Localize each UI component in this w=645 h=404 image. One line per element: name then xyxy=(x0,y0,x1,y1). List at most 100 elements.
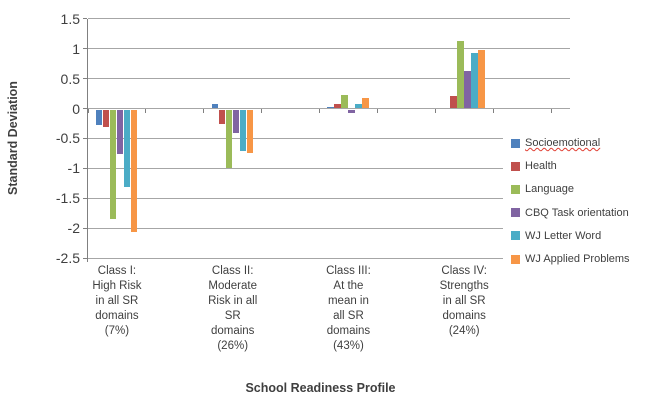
category-label: Class III: At the mean in all SR domains (43%… xyxy=(303,264,393,354)
bottom-axis-tick xyxy=(87,258,88,263)
bar-cbq-task-orientation-cat4 xyxy=(464,70,471,109)
bar-health-cat1 xyxy=(102,109,110,127)
category-label-line: Class IV: xyxy=(441,265,487,277)
gridline xyxy=(88,108,570,109)
bar-wj-letter-word-cat2 xyxy=(239,109,247,152)
category-label-line: High Risk xyxy=(92,280,142,292)
bar-health-cat2 xyxy=(218,109,226,125)
category-label: Class II: Moderate Risk in all SR domains (26… xyxy=(188,264,278,354)
bar-language-cat2 xyxy=(225,109,233,169)
legend-swatch-icon xyxy=(511,208,520,218)
category-label-line: in all SR xyxy=(442,295,486,307)
category-label: Class I: High Risk in all SR domains (7%) xyxy=(72,264,162,339)
bar-wj-letter-word-cat1 xyxy=(123,109,131,187)
legend: Socioemotional Health Language CBQ Task ori… xyxy=(503,130,645,272)
bar-health-cat4 xyxy=(450,95,457,109)
gridline xyxy=(88,48,570,50)
legend-label: WJ Applied Problems xyxy=(525,253,630,265)
y-tick xyxy=(83,137,87,139)
category-label-line: Moderate xyxy=(208,280,257,292)
y-axis-title: Standard Deviation xyxy=(6,81,20,195)
bar-wj-applied-problems-cat2 xyxy=(246,109,254,154)
bar-health-cat3 xyxy=(334,104,341,109)
category-label-line: domains xyxy=(210,325,255,337)
category-axis-tick xyxy=(145,108,147,113)
y-tick xyxy=(83,227,87,229)
legend-label: CBQ Task orientation xyxy=(525,206,629,219)
legend-item: Health xyxy=(511,160,557,172)
category-axis-tick xyxy=(203,108,205,113)
gridline xyxy=(88,78,570,80)
bar-wj-letter-word-cat3 xyxy=(355,104,362,109)
bar-cbq-task-orientation-cat3 xyxy=(348,109,355,114)
category-label-line: Class III: xyxy=(326,265,371,277)
bar-language-cat3 xyxy=(341,95,348,109)
y-tick-label: 0 xyxy=(72,100,80,117)
category-axis-tick xyxy=(319,108,320,113)
category-label-line: Class II: xyxy=(211,265,254,277)
y-tick-label: -1 xyxy=(67,160,80,177)
legend-item: WJ Letter Word xyxy=(511,230,601,242)
category-label-line: (43%) xyxy=(333,340,364,352)
y-tick-label: -1.5 xyxy=(55,190,80,207)
category-label-line: (24%) xyxy=(448,325,480,337)
bar-socioemotional-cat1 xyxy=(95,109,103,126)
bar-wj-letter-word-cat4 xyxy=(471,52,478,109)
bar-language-cat1 xyxy=(109,109,117,219)
y-tick-label: -2 xyxy=(67,220,80,237)
y-tick-label: -2.5 xyxy=(55,250,80,267)
y-tick xyxy=(83,108,87,109)
legend-swatch-icon xyxy=(511,184,520,194)
y-tick xyxy=(83,48,87,50)
category-axis-tick xyxy=(434,108,436,113)
y-tick xyxy=(83,197,87,199)
category-label-line: all SR xyxy=(333,310,364,322)
category-label-line: Strengths xyxy=(439,280,489,292)
legend-label: Language xyxy=(525,183,574,196)
category-label-line: domains xyxy=(95,310,139,322)
bar-wj-applied-problems-cat4 xyxy=(478,50,485,109)
category-label-line: (7%) xyxy=(104,325,130,337)
y-tick-label: 1 xyxy=(72,40,80,57)
legend-label: Socioemotional xyxy=(525,137,601,149)
legend-swatch-icon xyxy=(511,138,520,148)
legend-item: WJ Applied Problems xyxy=(511,253,630,265)
legend-item: Language xyxy=(511,183,574,195)
bar-cbq-task-orientation-cat1 xyxy=(116,109,124,154)
legend-swatch-icon xyxy=(511,254,520,264)
gridline xyxy=(88,257,570,259)
bar-cbq-task-orientation-cat2 xyxy=(232,109,240,134)
legend-swatch-icon xyxy=(511,161,520,171)
y-tick xyxy=(83,257,87,259)
gridline xyxy=(88,197,570,199)
y-tick xyxy=(83,167,87,169)
bar-wj-applied-problems-cat1 xyxy=(130,109,138,232)
y-tick-label: 1.5 xyxy=(60,10,80,27)
legend-item: CBQ Task orientation xyxy=(511,207,629,219)
y-tick-label: 0.5 xyxy=(60,70,80,87)
category-axis-tick xyxy=(550,108,552,113)
x-axis-title: School Readiness Profile xyxy=(245,381,396,395)
category-label-line: Class I: xyxy=(97,265,137,277)
category-label-line: in all SR xyxy=(95,295,139,307)
legend-label: WJ Letter Word xyxy=(525,229,602,242)
legend-item: Socioemotional xyxy=(511,137,600,149)
category-label-line: At the xyxy=(333,280,364,292)
legend-swatch-icon xyxy=(511,231,520,241)
gridline xyxy=(88,167,570,169)
bar-socioemotional-cat3 xyxy=(327,106,334,109)
category-axis-tick xyxy=(87,108,89,113)
category-label-line: domains xyxy=(442,310,486,322)
category-label-line: SR xyxy=(224,310,241,322)
bar-wj-applied-problems-cat3 xyxy=(362,97,369,109)
category-label-line: (26%) xyxy=(217,340,249,352)
gridline xyxy=(88,227,570,229)
category-label: Class IV: Strengths in all SR domains (24%) xyxy=(419,264,509,339)
legend-label: Health xyxy=(525,160,557,173)
bar-socioemotional-cat2 xyxy=(211,103,219,109)
bar-language-cat4 xyxy=(457,40,464,109)
category-label-line: mean in xyxy=(327,295,369,307)
y-axis-line xyxy=(87,18,88,260)
category-axis-tick xyxy=(261,108,263,113)
